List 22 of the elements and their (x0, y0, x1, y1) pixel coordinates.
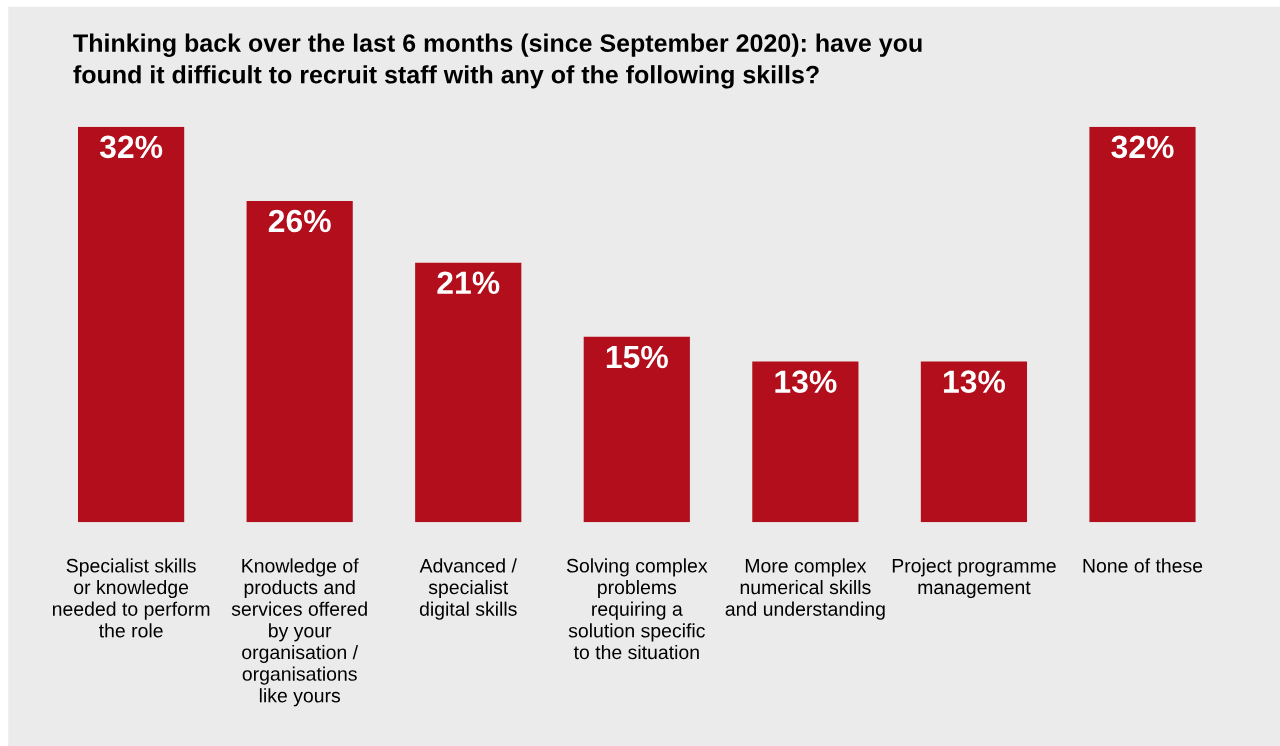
bar (920, 361, 1028, 523)
x-tick-label: Solving complex problems requiring a solution specific to the situation (566, 558, 708, 660)
bar (752, 361, 859, 523)
data-label: 32% (1111, 135, 1174, 159)
chart-title: Thinking back over the last 6 months (since September 2020): have you found it difficult to recruit staff with any of the following skills? (73, 33, 922, 89)
data-label: 32% (99, 135, 163, 159)
x-tick-label: Project programme management (892, 558, 1056, 599)
x-tick-label: None of these (1083, 558, 1203, 573)
bar (78, 126, 185, 523)
data-label: 15% (606, 345, 668, 369)
x-tick-label: Advanced / specialist digital skills (419, 558, 517, 620)
data-label: 13% (943, 370, 1006, 393)
x-tick-label: More complex numerical skills and understanding (725, 558, 885, 620)
bar (583, 336, 690, 523)
data-label: 21% (437, 271, 500, 295)
x-tick-label: Knowledge of products and services offered by your organisation / organisations like yours (231, 558, 367, 707)
data-label: 13% (775, 370, 837, 393)
bar (1089, 126, 1196, 523)
bar (246, 200, 353, 523)
x-tick-label: Specialist skills or knowledge needed to perform the role (52, 558, 210, 638)
bar (415, 262, 522, 523)
data-label: 26% (268, 209, 331, 233)
